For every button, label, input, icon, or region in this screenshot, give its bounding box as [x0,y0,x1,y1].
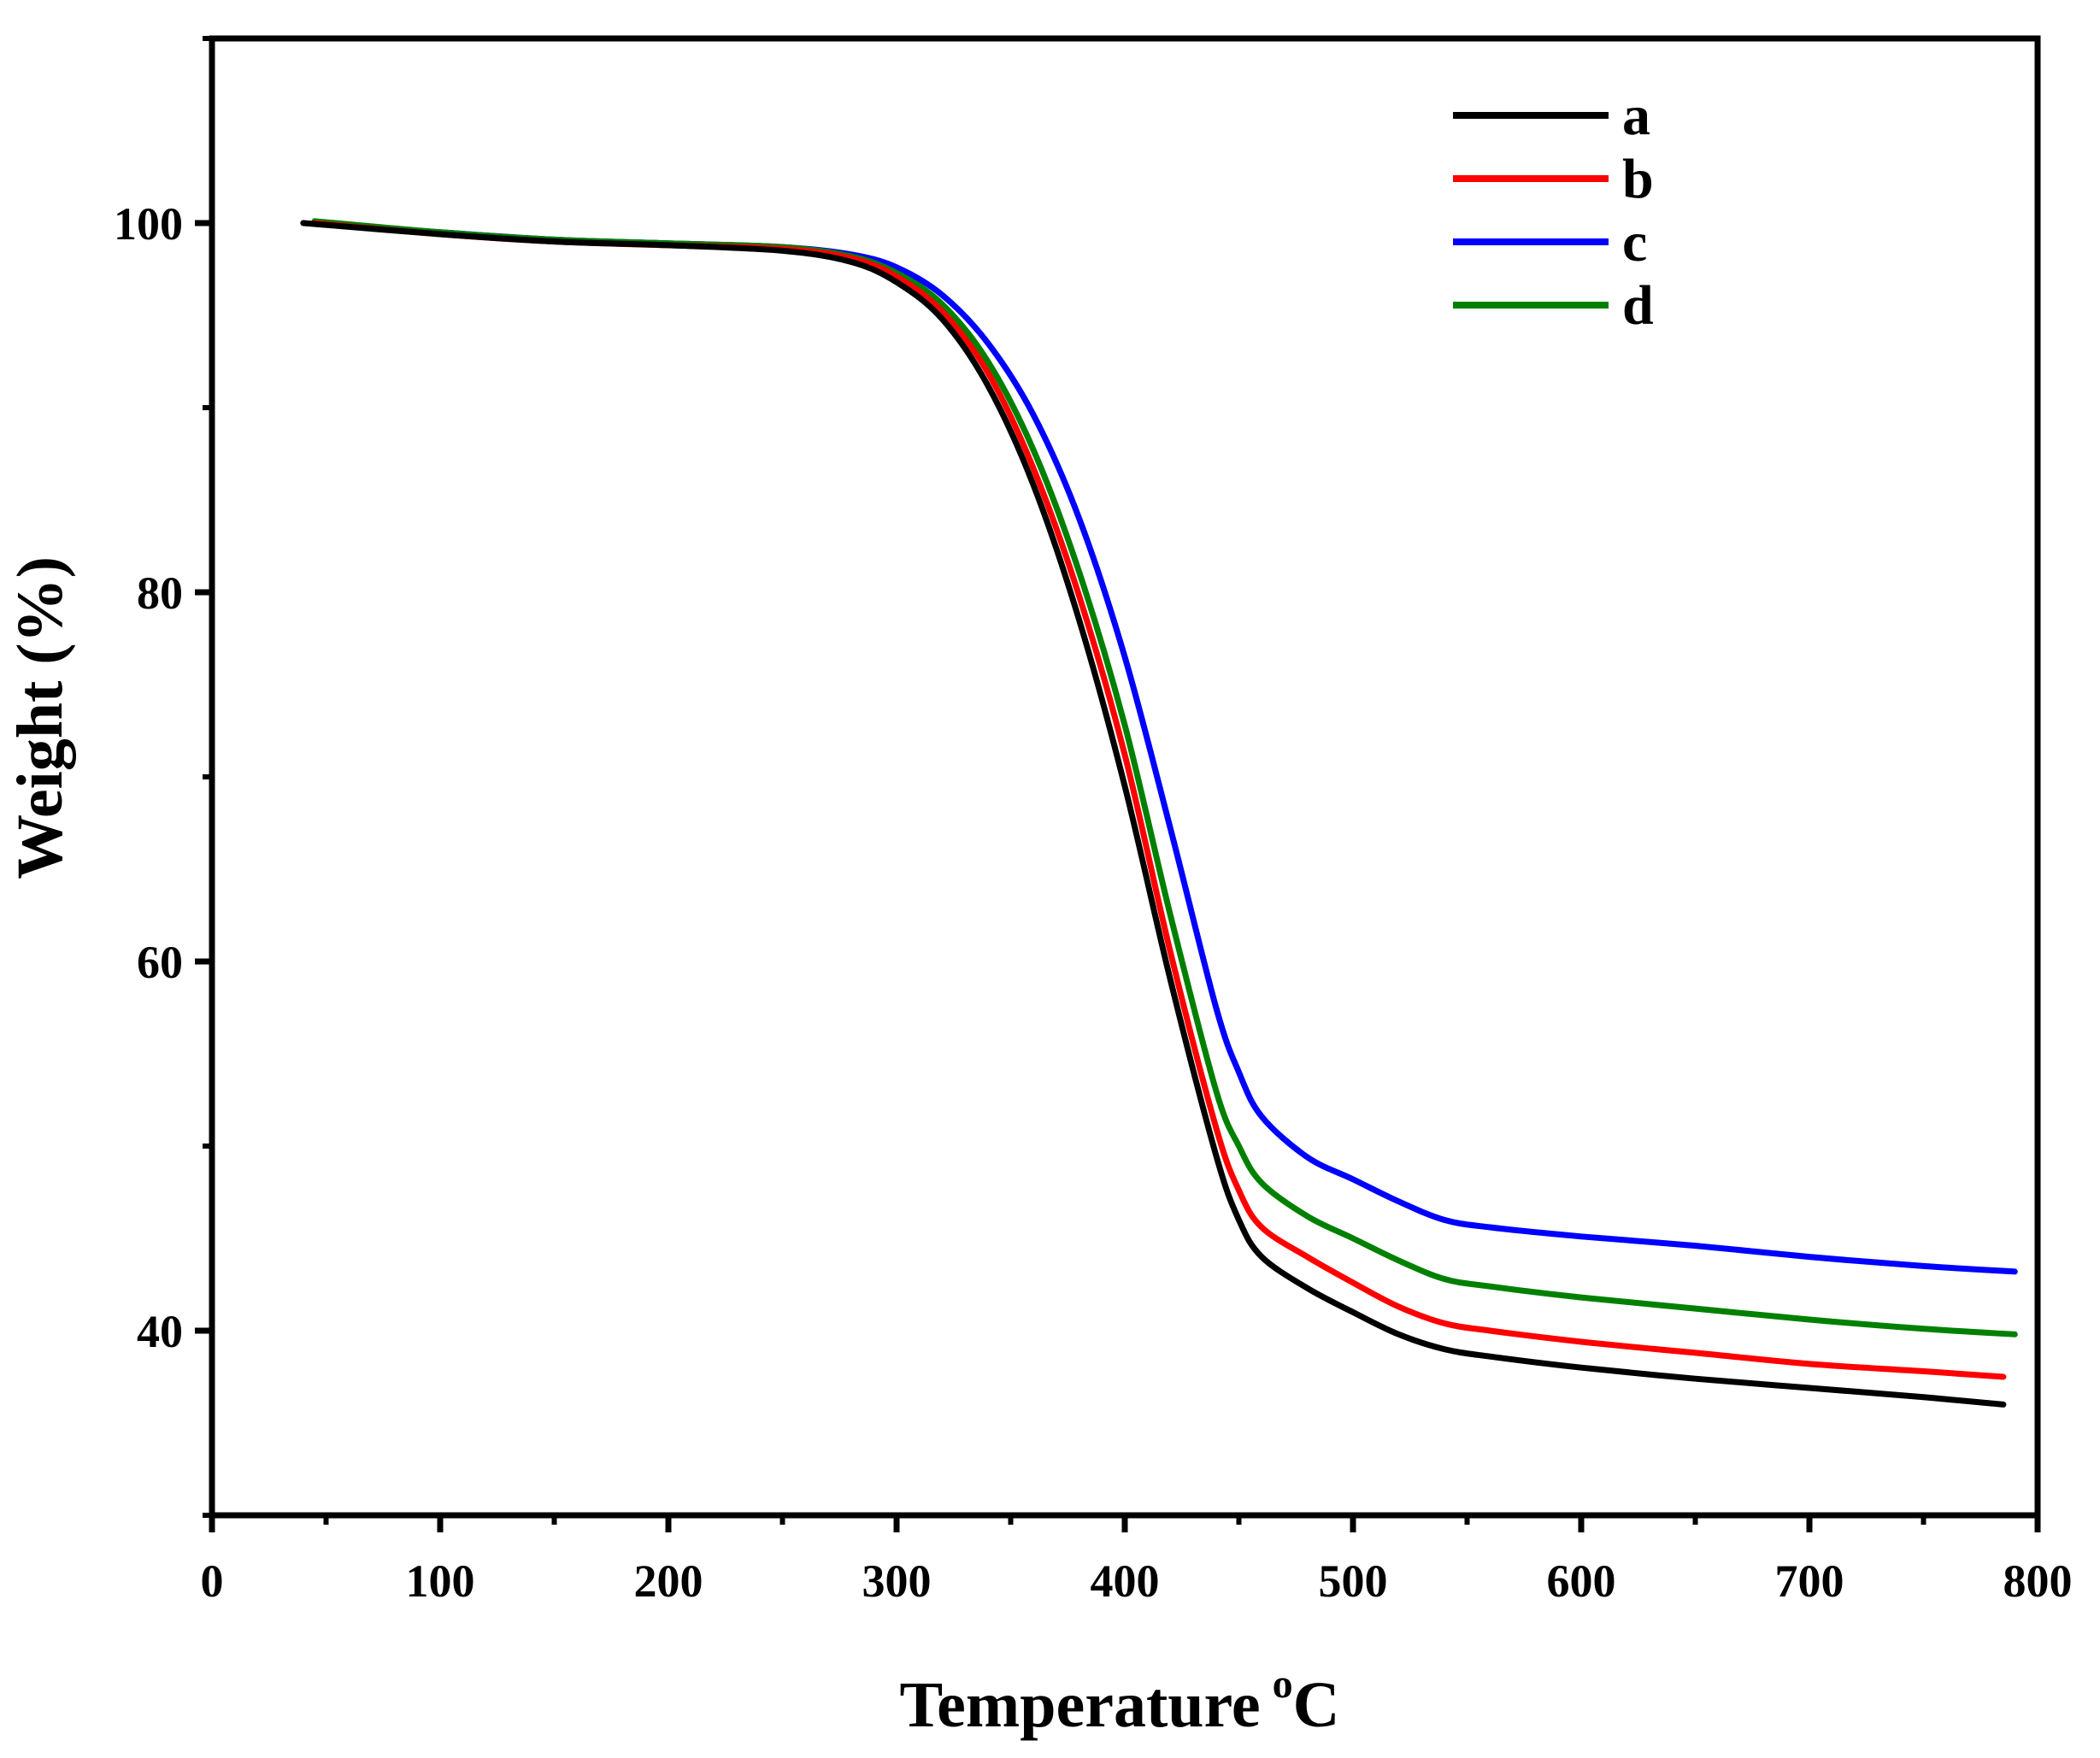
x-tick-label: 300 [862,1555,932,1607]
x-tick-label: 700 [1775,1555,1844,1607]
x-tick-label: 500 [1319,1555,1388,1607]
series-lines [300,218,2018,1408]
y-axis-ticks: 40 60 80 100 [114,36,212,1518]
legend-label-d: d [1622,274,1654,337]
x-tick-label: 100 [406,1555,475,1607]
x-tick-label: 0 [201,1555,224,1607]
series-line-c [311,220,2018,1275]
x-axis-title: Temperature oC [899,1661,1339,1741]
series-line-b [311,220,2007,1380]
x-tick-label: 400 [1091,1555,1160,1607]
legend-label-c: c [1622,211,1647,273]
legend-label-b: b [1622,148,1654,210]
y-tick-label: 60 [137,937,183,988]
y-tick-label: 40 [137,1306,183,1357]
x-axis-unit: C [1293,1669,1340,1741]
x-tick-label: 200 [634,1555,703,1607]
y-axis-title: Weight (%) [4,556,76,879]
x-tick-label: 800 [2003,1555,2073,1607]
x-axis-ticks: 0 100 200 300 400 500 600 700 800 [201,1515,2073,1607]
x-axis-unit-sup: o [1273,1661,1293,1707]
x-tick-label: 600 [1547,1555,1616,1607]
y-tick-label: 80 [137,567,183,619]
series-line-a [300,220,2007,1408]
series-line-d [311,218,2018,1338]
y-tick-label: 100 [114,198,183,250]
legend-label-a: a [1622,85,1650,147]
